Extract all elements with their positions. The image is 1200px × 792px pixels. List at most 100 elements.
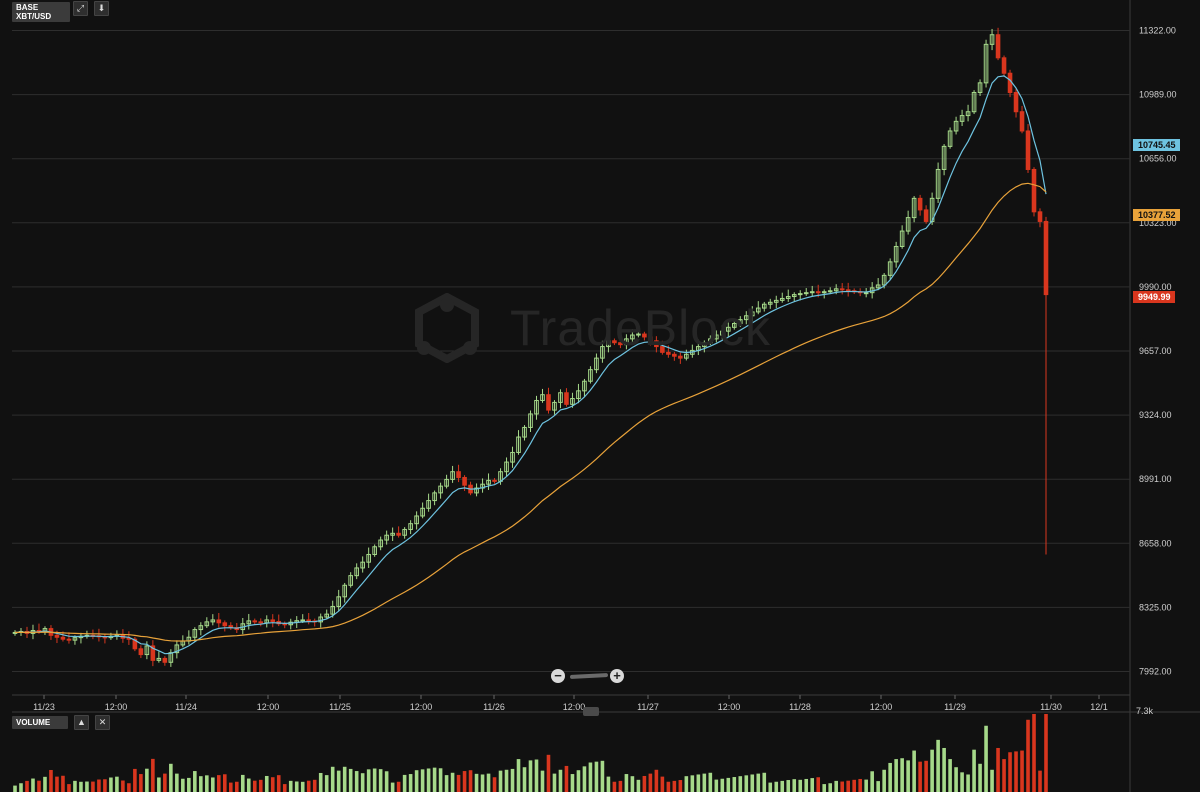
- volume-bar: [564, 765, 569, 792]
- volume-bar: [145, 768, 149, 792]
- zoom-out-button[interactable]: −: [551, 669, 565, 683]
- volume-bar: [91, 781, 95, 792]
- candle-body: [132, 638, 138, 650]
- volume-bar: [480, 774, 485, 792]
- x-tick-label: 11/30: [1040, 702, 1062, 712]
- zoom-slider[interactable]: [569, 673, 609, 679]
- volume-bar: [738, 776, 743, 792]
- volume-bar: [558, 769, 563, 792]
- candle-body: [732, 322, 737, 328]
- volume-bar: [942, 747, 946, 792]
- candle-body: [678, 355, 683, 359]
- volume-bar: [750, 774, 755, 792]
- candle-body: [875, 284, 881, 289]
- volume-bar: [432, 767, 437, 792]
- y-tick-label: 10323.00: [1139, 218, 1177, 228]
- candle-body: [414, 515, 419, 525]
- candle-body: [953, 120, 959, 132]
- volume-bar: [1044, 714, 1048, 792]
- timeline-scroll-handle[interactable]: [583, 707, 599, 716]
- candle-body: [612, 340, 617, 344]
- slow-ma-line: [15, 182, 1047, 642]
- expand-icon[interactable]: ⤢: [73, 1, 88, 16]
- volume-bar: [852, 779, 856, 792]
- candle-body: [252, 620, 258, 623]
- candle-body: [546, 394, 551, 411]
- volume-bar: [666, 781, 671, 792]
- volume-bar: [456, 774, 461, 792]
- volume-bar: [1014, 751, 1018, 792]
- volume-bar: [648, 773, 653, 792]
- volume-bar: [1020, 750, 1024, 792]
- candle-body: [791, 294, 797, 298]
- volume-bar: [786, 780, 791, 792]
- volume-bar: [546, 754, 551, 792]
- close-icon[interactable]: ✕: [95, 715, 110, 730]
- candle-body: [989, 34, 995, 45]
- candle-body: [378, 539, 383, 548]
- candle-body: [959, 115, 965, 122]
- volume-bar: [306, 780, 311, 792]
- volume-bar: [55, 776, 59, 792]
- candle-body: [390, 532, 395, 536]
- volume-bar: [948, 759, 952, 792]
- zoom-control[interactable]: − +: [551, 668, 627, 684]
- candle-body: [330, 605, 335, 615]
- pair-label[interactable]: BASE XBT/USD: [12, 2, 70, 22]
- candle-body: [210, 619, 216, 623]
- volume-bar: [600, 760, 605, 792]
- candle-body: [474, 487, 479, 494]
- volume-bar: [768, 782, 773, 792]
- x-tick-label: 11/26: [483, 702, 505, 712]
- volume-bar: [798, 779, 803, 792]
- volume-bar: [474, 773, 479, 792]
- candle-body: [258, 621, 264, 624]
- candle-body: [714, 334, 719, 340]
- candle-body: [384, 534, 389, 541]
- volume-bar: [594, 761, 599, 792]
- x-tick-label: 12:00: [410, 702, 433, 712]
- volume-bar: [420, 769, 425, 792]
- volume-bar: [654, 769, 659, 792]
- candle-body: [594, 357, 599, 371]
- volume-label: VOLUME: [12, 716, 68, 729]
- candle-body: [923, 209, 929, 222]
- candle-body: [935, 168, 941, 199]
- candle-body: [642, 333, 647, 338]
- volume-bar: [990, 769, 994, 792]
- volume-bar: [696, 774, 701, 792]
- arrow-up-icon[interactable]: ▲: [74, 715, 89, 730]
- candle-body: [576, 390, 581, 400]
- volume-bar: [426, 768, 431, 792]
- candle-body: [360, 561, 365, 569]
- volume-bar: [193, 771, 197, 792]
- volume-bar: [19, 783, 23, 792]
- candle-body: [1013, 91, 1019, 113]
- x-tick-label: 11/24: [175, 702, 197, 712]
- volume-bar: [708, 772, 713, 792]
- candle-body: [767, 301, 773, 305]
- candle-body: [600, 346, 605, 359]
- candle-body: [971, 91, 977, 113]
- volume-bar: [918, 761, 922, 792]
- candle-body: [660, 346, 665, 353]
- volume-bar: [97, 779, 101, 792]
- candle-body: [450, 471, 455, 480]
- candle-body: [630, 334, 635, 340]
- candle-body: [522, 426, 527, 438]
- volume-bar: [37, 780, 41, 792]
- volume-bar: [900, 758, 904, 792]
- volume-bar: [103, 779, 107, 792]
- candle-body: [977, 82, 983, 93]
- download-arrow-icon[interactable]: ⬇: [94, 1, 109, 16]
- candle-body: [420, 507, 425, 517]
- volume-bar: [384, 771, 389, 792]
- candle-body: [1031, 168, 1037, 213]
- candle-body: [306, 619, 312, 622]
- volume-bar: [690, 775, 695, 792]
- zoom-in-button[interactable]: +: [610, 669, 624, 683]
- candle-body: [168, 652, 174, 663]
- x-tick-label: 12:00: [105, 702, 128, 712]
- candle-body: [845, 289, 851, 292]
